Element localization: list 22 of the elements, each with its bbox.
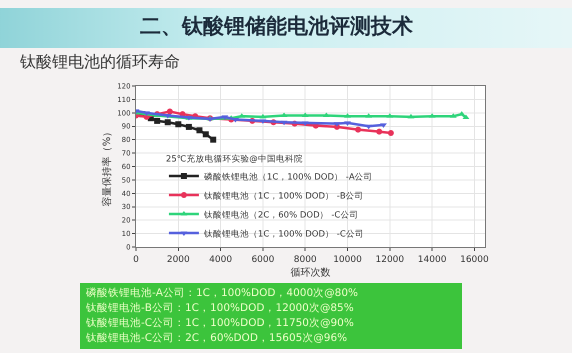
- legend-label: 钛酸锂电池（2C，60% DOD） -C公司: [202, 209, 358, 220]
- legend-label: 钛酸锂电池（1C，100% DOD） -C公司: [202, 228, 364, 240]
- chart-subtitle: 钛酸锂电池的循环寿命: [20, 52, 180, 73]
- y-axis-title: 容量保持率（%）: [101, 126, 114, 206]
- x-tick-label: 10000: [333, 254, 362, 265]
- x-tick-label: 16000: [460, 254, 490, 265]
- x-tick-label: 12000: [376, 254, 404, 265]
- x-tick-label: 8000: [294, 254, 317, 265]
- legend-label: 磷酸铁锂电池（1C，100% DOD） -A公司: [202, 171, 373, 182]
- text: 钛酸锂电池-B公司：1C，100%DOD，12000次@85%: [86, 301, 355, 316]
- legend-label: 钛酸锂电池（1C，100% DOD） -B公司: [202, 190, 364, 202]
- text: 钛酸锂电池-C公司：1C，100%DOD，11750次@90%: [86, 316, 355, 331]
- x-tick-label: 4000: [209, 254, 232, 265]
- x-tick-label: 6000: [251, 254, 275, 265]
- chart-title: 二、钛酸锂储能电池评测技术: [140, 13, 413, 40]
- legend-title: 25℃充放电循环实验@中国电科院: [166, 153, 303, 164]
- x-axis-title: 循环次数: [290, 267, 330, 278]
- x-tick-label: 2000: [166, 254, 190, 265]
- text: 钛酸锂电池-C公司：2C，60%DOD，15605次@96%: [86, 331, 348, 346]
- text: 磷酸铁锂电池-A公司：1C，100%DOD，4000次@80%: [86, 286, 359, 301]
- x-tick-label: 14000: [418, 254, 447, 265]
- x-tick-label: 0: [133, 254, 140, 265]
